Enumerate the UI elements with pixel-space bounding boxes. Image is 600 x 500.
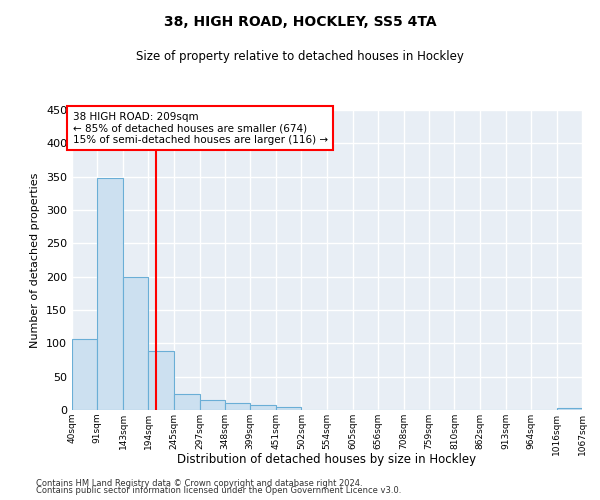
- Text: 38 HIGH ROAD: 209sqm
← 85% of detached houses are smaller (674)
15% of semi-deta: 38 HIGH ROAD: 209sqm ← 85% of detached h…: [73, 112, 328, 144]
- Bar: [97, 178, 123, 410]
- Text: Size of property relative to detached houses in Hockley: Size of property relative to detached ho…: [136, 50, 464, 63]
- Bar: [200, 400, 225, 410]
- Text: 38, HIGH ROAD, HOCKLEY, SS5 4TA: 38, HIGH ROAD, HOCKLEY, SS5 4TA: [164, 15, 436, 29]
- Text: Contains HM Land Registry data © Crown copyright and database right 2024.: Contains HM Land Registry data © Crown c…: [36, 478, 362, 488]
- Bar: [148, 352, 174, 410]
- Bar: [276, 406, 301, 410]
- Bar: [225, 404, 250, 410]
- Bar: [557, 408, 582, 410]
- Text: Distribution of detached houses by size in Hockley: Distribution of detached houses by size …: [178, 452, 476, 466]
- Text: Contains public sector information licensed under the Open Government Licence v3: Contains public sector information licen…: [36, 486, 401, 495]
- Bar: [250, 406, 276, 410]
- Bar: [123, 276, 148, 410]
- Bar: [72, 338, 97, 410]
- Bar: [174, 394, 200, 410]
- Y-axis label: Number of detached properties: Number of detached properties: [31, 172, 40, 348]
